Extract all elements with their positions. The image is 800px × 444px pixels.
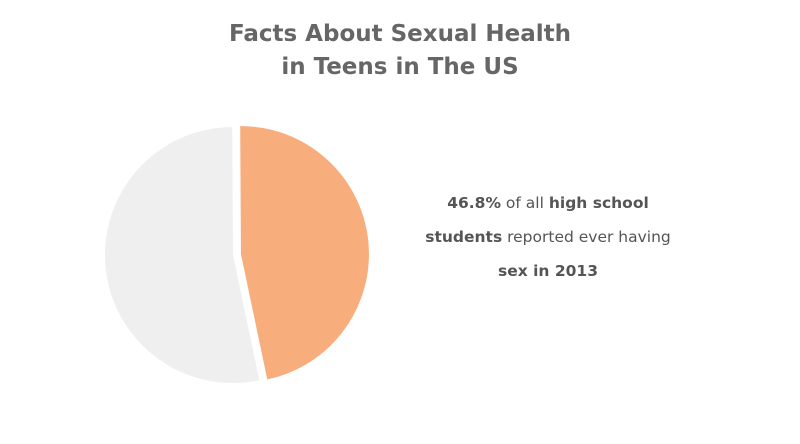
caption-line-3: sex in 2013 (404, 254, 692, 288)
caption-stat: 46.8% (447, 194, 501, 212)
caption-bold-1: high school (548, 194, 649, 212)
pie-slice-1 (104, 127, 260, 383)
chart-title-line2: in Teens in The US (281, 54, 519, 80)
caption-bold-3: sex in 2013 (497, 262, 599, 280)
caption-text-1: of all (501, 194, 549, 212)
caption-text-2: reported ever having (502, 228, 671, 246)
chart-title: Facts About Sexual Health in Teens in Th… (0, 18, 800, 84)
caption-bold-2: students (425, 228, 503, 246)
caption-line-1: 46.8% of all high school (404, 186, 692, 220)
pie-slice-0 (240, 126, 369, 380)
chart-title-line1: Facts About Sexual Health (228, 21, 572, 47)
caption-line-2: students reported ever having (404, 220, 692, 254)
stat-caption: 46.8% of all high school students report… (404, 186, 692, 288)
